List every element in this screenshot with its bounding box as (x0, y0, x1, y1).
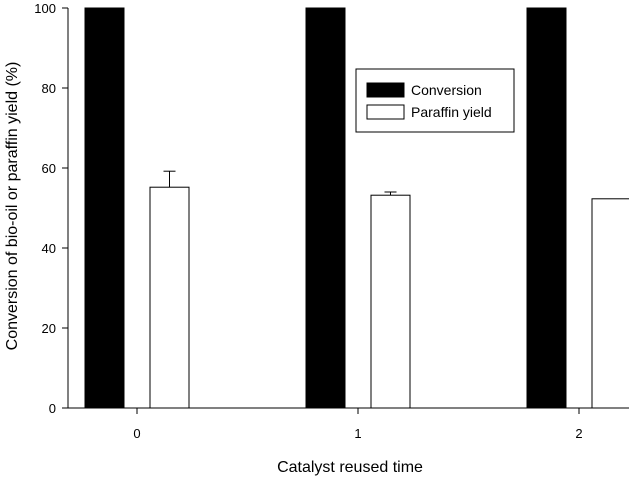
legend-box (355, 68, 515, 133)
y-tick-label-100: 100 (34, 1, 56, 16)
y-tick-label-40: 40 (42, 241, 56, 256)
legend-swatch-conversion (366, 82, 405, 98)
legend-label-conversion: Conversion (411, 82, 482, 98)
y-tick-label-80: 80 (42, 81, 56, 96)
x-axis-label: Catalyst reused time (277, 459, 423, 476)
y-axis-label: Conversion of bio-oil or paraffin yield … (4, 62, 21, 351)
legend: Conversion Paraffin yield (355, 68, 515, 133)
bar-conversion-2 (526, 7, 567, 409)
bar-paraffin-yield-2 (591, 198, 629, 409)
y-tick-label-20: 20 (42, 321, 56, 336)
legend-label-paraffin-yield: Paraffin yield (411, 104, 492, 120)
y-tick-label-60: 60 (42, 161, 56, 176)
bar-paraffin-yield-1 (370, 194, 411, 409)
bars-layer (84, 7, 629, 409)
bar-conversion-1 (305, 7, 346, 409)
x-tick-label-1: 1 (354, 426, 361, 441)
x-tick-label-2: 2 (575, 426, 582, 441)
bar-conversion-0 (84, 7, 125, 409)
legend-swatch-paraffin-yield (366, 104, 405, 120)
bar-paraffin-yield-0 (149, 186, 190, 409)
x-tick-label-0: 0 (133, 426, 140, 441)
y-tick-label-0: 0 (49, 401, 56, 416)
